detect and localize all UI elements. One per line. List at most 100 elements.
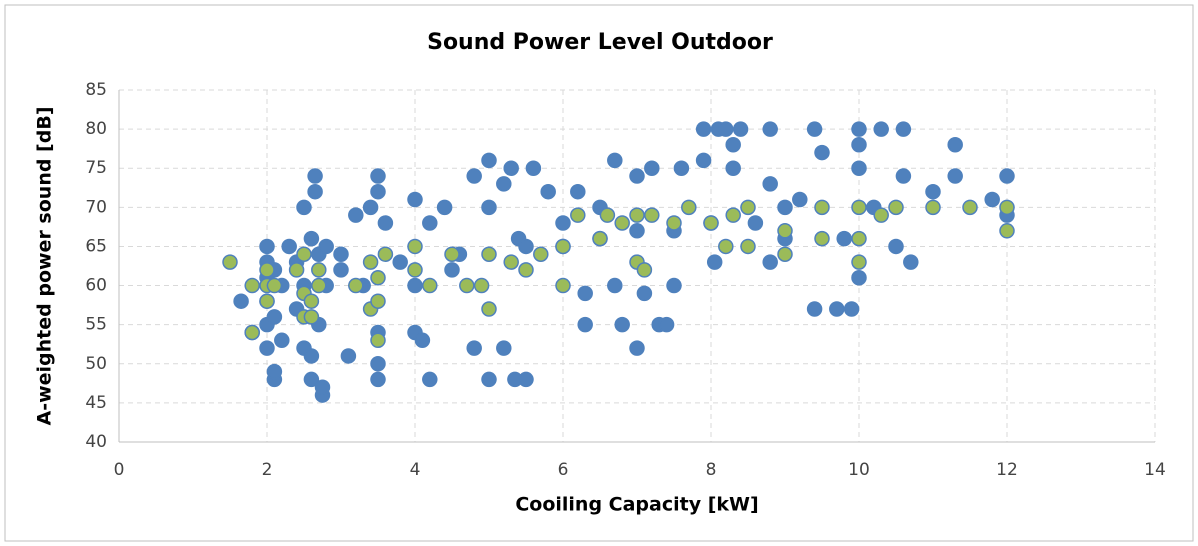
scatter-point [244, 277, 260, 294]
scatter-point [888, 199, 904, 216]
y-axis-label: A-weighted power sound [dB] [34, 106, 56, 425]
y-tick-label: 65 [85, 236, 107, 256]
scatter-point [888, 238, 904, 255]
scatter-point [481, 301, 497, 317]
scatter-point [244, 324, 260, 341]
scatter-point [984, 191, 1000, 208]
scatter-point [614, 316, 630, 333]
scatter-point [466, 168, 482, 184]
scatter-point [222, 254, 238, 270]
scatter-point [370, 356, 386, 372]
chart-title: Sound Power Level Outdoor [427, 30, 773, 55]
scatter-point [718, 121, 734, 137]
y-tick-label: 40 [85, 432, 107, 452]
scatter-point [629, 340, 645, 356]
scatter-point [555, 215, 571, 231]
scatter-point [296, 199, 312, 216]
scatter-point [266, 277, 283, 294]
scatter-point [555, 238, 571, 255]
x-tick-label: 10 [848, 460, 870, 480]
scatter-point [666, 277, 682, 294]
x-tick-label: 0 [114, 460, 125, 480]
scatter-point [806, 301, 823, 317]
scatter-point [555, 277, 571, 294]
y-tick-label: 85 [85, 80, 107, 100]
scatter-point [999, 199, 1015, 216]
y-tick-label: 70 [85, 197, 107, 217]
scatter-point [540, 183, 556, 200]
scatter-point [644, 207, 660, 223]
scatter-point [925, 199, 941, 216]
scatter-point [473, 277, 490, 294]
scatter-point [851, 269, 867, 286]
scatter-point [481, 152, 497, 169]
scatter-point [836, 230, 852, 247]
scatter-point [314, 379, 331, 395]
scatter-point [629, 168, 645, 184]
scatter-point [947, 168, 963, 184]
scatter-point [377, 246, 394, 263]
scatter-point [303, 230, 320, 247]
scatter-point [925, 183, 941, 200]
scatter-point [851, 121, 867, 137]
scatter-point [681, 199, 697, 216]
x-tick-label: 12 [996, 460, 1018, 480]
scatter-point [407, 277, 423, 294]
scatter-point [718, 238, 734, 255]
scatter-point [370, 332, 386, 349]
y-tick-label: 50 [85, 354, 107, 374]
scatter-point [895, 168, 912, 184]
scatter-point [466, 340, 482, 356]
scatter-point [570, 183, 586, 200]
scatter-point [740, 199, 756, 216]
scatter-point [348, 277, 364, 294]
scatter-point [777, 199, 793, 216]
scatter-point [303, 309, 320, 325]
scatter-point [762, 254, 778, 270]
scatter-point [673, 160, 690, 176]
scatter-point [370, 168, 386, 184]
scatter-point [570, 207, 586, 223]
scatter-point [851, 230, 867, 247]
scatter-point [436, 199, 453, 216]
scatter-point [851, 137, 867, 153]
scatter-point [422, 277, 438, 294]
scatter-point [481, 371, 497, 388]
x-tick-label: 4 [410, 460, 421, 480]
scatter-point [481, 246, 497, 263]
scatter-point [259, 340, 275, 356]
x-axis-label: Cooiling Capacity [kW] [515, 494, 758, 516]
scatter-point [518, 238, 534, 255]
scatter-point [658, 316, 675, 333]
y-tick-label: 45 [85, 393, 107, 413]
scatter-point [503, 254, 519, 270]
scatter-point [259, 293, 275, 309]
scatter-point [533, 246, 549, 263]
scatter-point [806, 121, 823, 137]
scatter-point [444, 262, 460, 278]
scatter-point [636, 285, 653, 302]
scatter-point [370, 183, 386, 200]
scatter-point [814, 199, 830, 216]
scatter-point [999, 168, 1015, 184]
scatter-point [777, 246, 793, 263]
scatter-point [873, 121, 889, 137]
scatter-point [740, 238, 756, 255]
scatter-point [725, 137, 741, 153]
scatter-point [903, 254, 919, 270]
scatter-point [725, 207, 741, 223]
scatter-point [481, 199, 497, 216]
scatter-point [370, 371, 386, 388]
scatter-point [266, 363, 283, 380]
scatter-point [814, 230, 830, 247]
scatter-point [311, 262, 327, 278]
scatter-point [592, 230, 608, 247]
scatter-point [459, 277, 475, 294]
x-tick-label: 14 [1144, 460, 1166, 480]
scatter-point [407, 238, 423, 255]
scatter-point [829, 301, 845, 317]
scatter-point [444, 246, 460, 263]
scatter-point [333, 262, 349, 278]
scatter-point [851, 199, 867, 216]
scatter-point [703, 215, 719, 231]
